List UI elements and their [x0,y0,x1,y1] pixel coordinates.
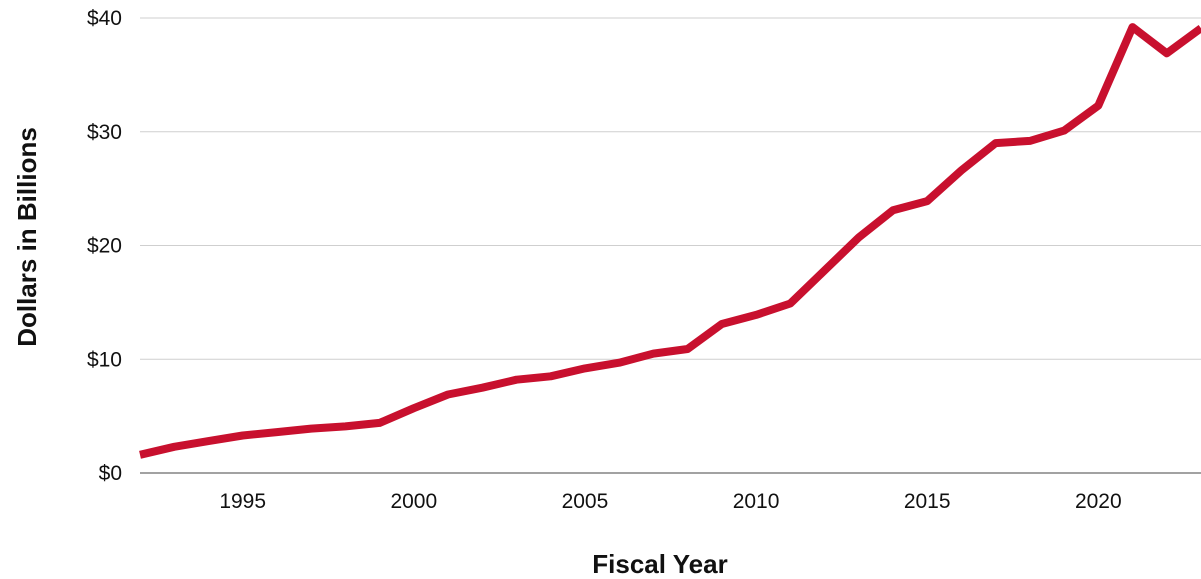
y-tick-label: $10 [87,348,122,371]
y-axis-ticks: $0 $10 $20 $30 $40 [87,7,122,485]
x-tick-label: 2015 [904,490,951,513]
x-axis-title: Fiscal Year [592,549,727,579]
gridlines [140,17,1201,474]
y-tick-label: $0 [99,462,122,485]
y-tick-label: $20 [87,235,122,258]
x-tick-label: 2010 [733,490,780,513]
x-tick-label: 2000 [390,490,437,513]
series-layer [139,23,1201,459]
y-axis-title: Dollars in Billions [12,127,42,347]
y-tick-label: $30 [87,121,122,144]
x-tick-label: 2005 [562,490,609,513]
series-line [139,23,1201,459]
x-tick-label: 1995 [219,490,266,513]
y-tick-label: $40 [87,7,122,30]
x-tick-label: 2020 [1075,490,1122,513]
x-axis-ticks: 1995 2000 2005 2010 2015 2020 [219,490,1121,513]
